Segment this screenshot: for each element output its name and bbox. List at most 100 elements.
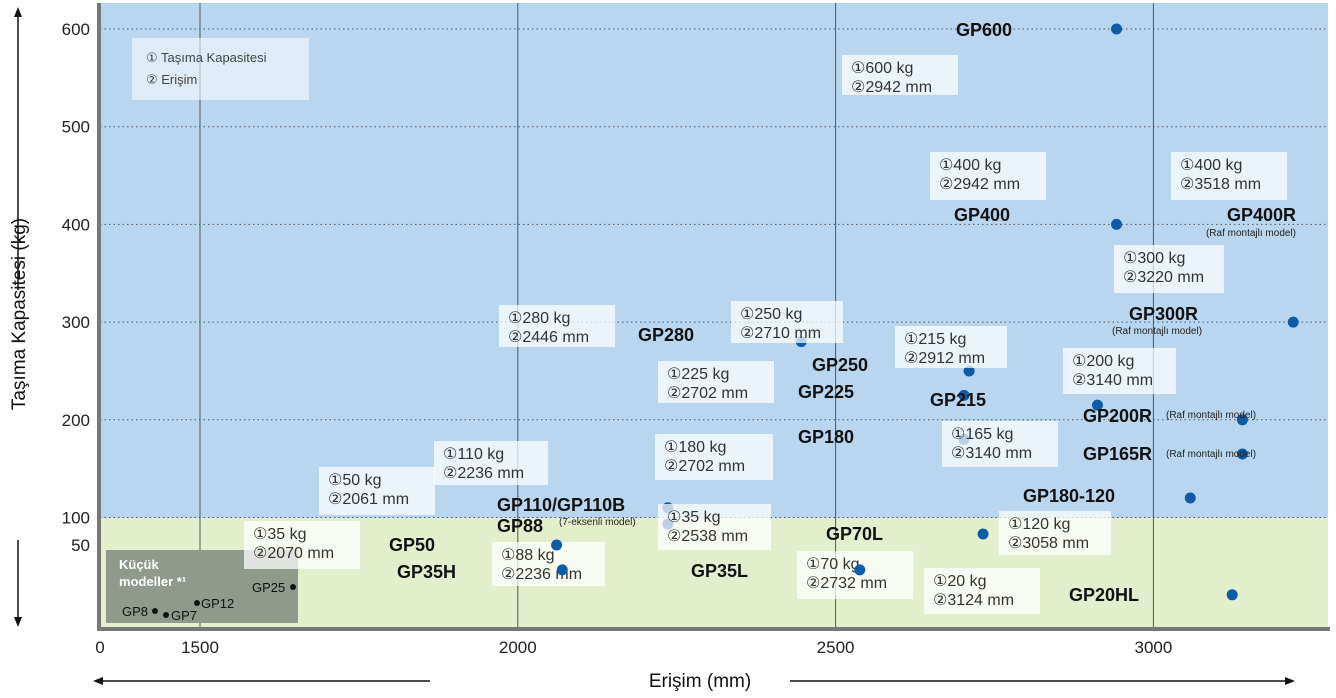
small-model-gp25-marker [290, 584, 296, 590]
point-gp50-spec-line-1: ①50 kg [328, 472, 381, 489]
legend-item-payload: ① Taşıma Kapasitesi [146, 50, 267, 65]
y-axis-title: Taşıma Kapasitesi (kg) [9, 218, 30, 410]
point-gp300r-spec-line-2: ②3220 mm [1123, 269, 1204, 286]
point-gp110-gp110b-spec-box [434, 441, 548, 485]
point-gp35h-spec-box [244, 521, 360, 569]
legend-item-reach: ② Erişim [146, 72, 197, 87]
point-gp20hl-label: GP20HL [1069, 585, 1139, 605]
point-gp50: ①50 kg ②2061 mm GP50 [319, 467, 563, 555]
y-tick-label-100: 100 [62, 509, 90, 528]
point-gp250-marker [963, 365, 975, 377]
point-gp20hl-spec-box [924, 568, 1040, 614]
point-gp215-spec-line-2: ②2912 mm [904, 350, 985, 367]
point-gp400-label: GP400 [954, 205, 1010, 225]
point-gp250-spec-box [731, 301, 843, 343]
point-gp200r-marker [1236, 414, 1248, 426]
y-tick-label-300: 300 [62, 313, 90, 332]
point-gp35l-spec-line-2: ②2538 mm [667, 528, 748, 545]
tick-labels: 0150020002500300035005010020030040050060… [62, 20, 1173, 657]
small-model-gp8-marker [152, 608, 158, 614]
point-gp215-spec-line-1: ①215 kg [904, 331, 966, 348]
point-gp35h-marker [556, 564, 568, 576]
point-gp165r-spec-box [942, 421, 1058, 467]
point-gp20hl: ①20 kg ②3124 mm GP20HL [924, 568, 1238, 614]
point-gp50-spec-box [319, 467, 435, 515]
point-gp165r: ①165 kg ②3140 mm GP165R (Raf montajlı model… [942, 421, 1256, 467]
point-gp225-spec-line-2: ②2702 mm [667, 385, 748, 402]
point-gp88-spec-box [492, 542, 605, 586]
x-tick-label-0: 0 [95, 638, 104, 657]
point-gp225: ①225 kg ②2702 mm GP225 [658, 361, 970, 403]
point-gp70l-spec-box [797, 551, 913, 599]
point-gp400-spec-line-1: ①400 kg [939, 157, 1001, 174]
point-gp250-label: GP250 [812, 355, 868, 375]
small-model-gp25: GP25 [252, 580, 296, 595]
point-gp110-gp110b-label: GP110/GP110B [497, 495, 625, 515]
point-gp280-label: GP280 [638, 325, 694, 345]
point-gp215: ①215 kg ②2912 mm GP215 [895, 326, 1103, 411]
point-gp180-spec-line-1: ①180 kg [664, 439, 726, 456]
point-gp400-spec-line-2: ②2942 mm [939, 176, 1020, 193]
point-gp400r-spec-line-2: ②3518 mm [1180, 176, 1261, 193]
point-gp200r-spec-line-2: ②3140 mm [1072, 372, 1153, 389]
point-gp600: ①600 kg ②2942 mm GP600 [842, 20, 1123, 96]
point-gp600-spec-line-1: ①600 kg [851, 60, 913, 77]
small-models-title-line1: Küçük [119, 557, 160, 572]
small-model-gp12: GP12 [194, 596, 234, 611]
legend-box [132, 38, 309, 100]
point-gp400: ①400 kg ②2942 mm GP400 [930, 152, 1123, 230]
point-gp35h-spec-line-2: ②2070 mm [253, 545, 334, 562]
point-gp50-marker [551, 539, 563, 551]
small-model-gp8: GP8 [122, 604, 158, 619]
point-gp300r: ①300 kg ②3220 mm GP300R (Raf montajlı model… [1112, 245, 1299, 337]
point-gp180-120-marker [1184, 492, 1196, 504]
x-tick-label-1500: 1500 [181, 638, 219, 657]
point-gp180-120-spec-line-1: ①120 kg [1008, 516, 1070, 533]
point-gp180-120-label: GP180-120 [1023, 486, 1115, 506]
point-gp70l-marker [977, 528, 989, 540]
small-model-gp7: GP7 [163, 608, 197, 623]
y-tick-label-500: 500 [62, 118, 90, 137]
point-gp225-marker [958, 389, 970, 401]
point-gp600-label: GP600 [956, 20, 1012, 40]
point-gp600-spec-line-2: ②2942 mm [851, 79, 932, 96]
x-axis-title: Erişim (mm) [649, 671, 751, 692]
point-gp280-spec-line-1: ①280 kg [508, 310, 570, 327]
point-gp70l-spec-line-2: ②2732 mm [806, 575, 887, 592]
small-model-gp7-marker [163, 612, 169, 618]
point-gp300r-spec-box [1114, 245, 1224, 293]
small-model-gp12-marker [194, 600, 200, 606]
point-gp400r-label: GP400R [1227, 205, 1296, 225]
point-gp280: ①280 kg ②2446 mm GP280 [499, 305, 807, 348]
point-gp250-spec-line-1: ①250 kg [740, 306, 802, 323]
point-gp110-gp110b-spec-line-2: ②2236 mm [443, 465, 524, 482]
point-gp200r-label: GP200R [1083, 406, 1152, 426]
point-gp250-spec-line-2: ②2710 mm [740, 325, 821, 342]
point-gp165r-marker [1236, 448, 1248, 460]
point-gp110-gp110b-spec-line-1: ①110 kg [443, 446, 504, 463]
point-gp20hl-spec-line-2: ②3124 mm [933, 592, 1014, 609]
point-gp70l: ①70 kg ②2732 mm GP70L [797, 524, 989, 599]
point-gp180-120-spec-line-2: ②3058 mm [1008, 535, 1089, 552]
point-gp280-spec-line-2: ②2446 mm [508, 329, 589, 346]
point-gp50-label: GP50 [389, 535, 435, 555]
y-tick-label-400: 400 [62, 215, 90, 234]
x-tick-label-3000: 3000 [1134, 638, 1172, 657]
point-gp35l-spec-box [658, 504, 771, 550]
point-gp400r-spec-box [1171, 152, 1287, 200]
point-gp180-spec-box [655, 434, 773, 480]
point-gp300r-spec-line-1: ①300 kg [1123, 250, 1185, 267]
point-gp300r-label: GP300R [1129, 304, 1198, 324]
point-gp215-marker [1091, 399, 1103, 411]
point-gp88: ①88 kg ②2236 mm GP88 (7-eksenli model) [492, 516, 674, 586]
point-gp200r-spec-box [1063, 348, 1176, 394]
point-gp250: ①250 kg ②2710 mm GP250 [731, 301, 975, 377]
point-gp225-label: GP225 [798, 382, 854, 402]
point-gp225-spec-line-1: ①225 kg [667, 366, 729, 383]
point-gp50-spec-line-2: ②2061 mm [328, 491, 409, 508]
point-gp70l-spec-line-1: ①70 kg [806, 556, 859, 573]
point-gp400-marker [1111, 218, 1123, 230]
point-gp20hl-spec-line-1: ①20 kg [933, 573, 986, 590]
point-gp165r-note: (Raf montajlı model) [1166, 449, 1256, 460]
